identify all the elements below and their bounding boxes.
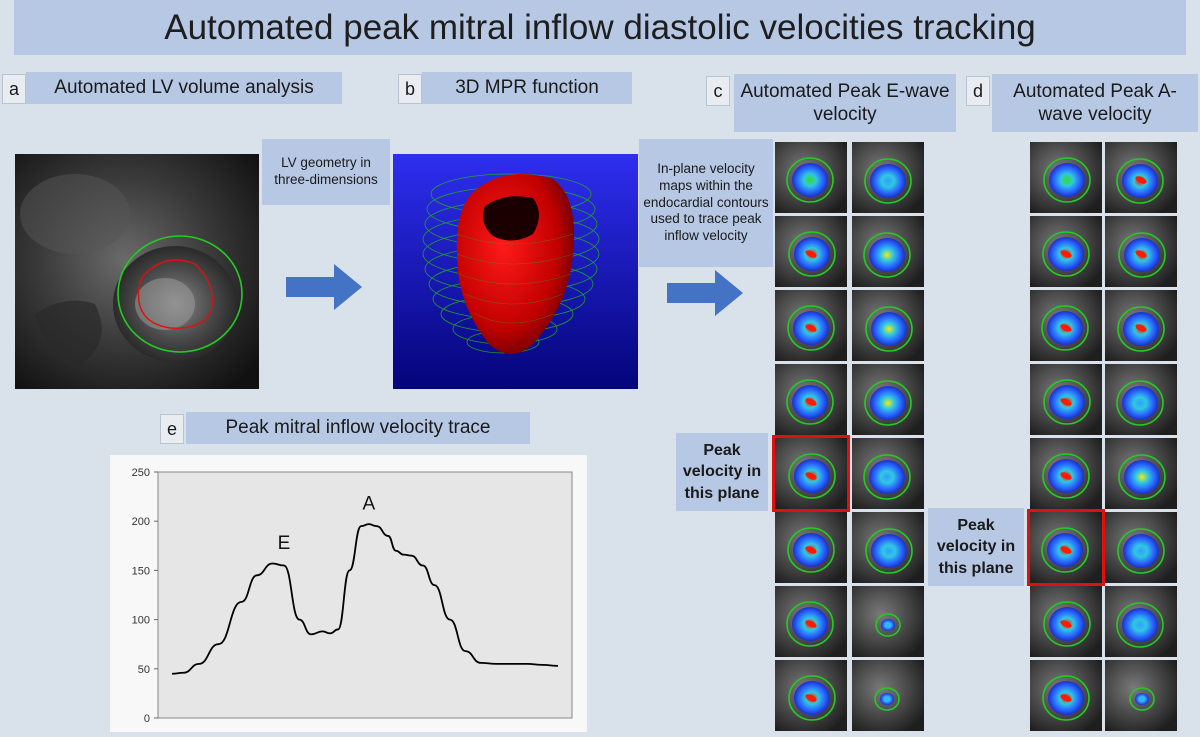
velocity-map-thumbnail — [1030, 216, 1102, 287]
panel-e-letter: e — [160, 414, 184, 444]
chart-svg: 0 50 100 150 200 250 E A — [132, 467, 573, 725]
velocity-map-thumbnail — [852, 660, 924, 731]
velocity-map-thumbnail — [775, 142, 847, 213]
y-tick-label: 100 — [132, 615, 150, 627]
velocity-map-thumbnail — [1030, 586, 1102, 657]
velocity-map-thumbnail — [852, 586, 924, 657]
peak-note-a: Peak velocity in this plane — [928, 508, 1024, 586]
velocity-map-thumbnail — [775, 216, 847, 287]
velocity-map-thumbnail — [775, 512, 847, 583]
geometry-note: LV geometry in three-dimensions — [262, 139, 390, 205]
annotation-e: E — [278, 533, 291, 554]
y-tick-label: 0 — [144, 713, 150, 725]
velocity-map-thumbnail — [775, 290, 847, 361]
velocity-map-thumbnail — [775, 586, 847, 657]
velocity-map-thumbnail — [852, 216, 924, 287]
velocity-map-thumbnail — [1105, 586, 1177, 657]
e-wave-velocity-grid — [772, 142, 925, 732]
panel-e-label: Peak mitral inflow velocity trace — [186, 412, 530, 444]
velocity-map-thumbnail — [1105, 142, 1177, 213]
page-title: Automated peak mitral inflow diastolic v… — [14, 0, 1186, 55]
velocity-trace-chart: 0 50 100 150 200 250 E A — [110, 455, 587, 732]
y-tick-label: 50 — [138, 664, 150, 676]
y-tick-label: 150 — [132, 565, 150, 577]
velocity-series-line — [171, 523, 559, 675]
velocity-map-thumbnail — [1105, 216, 1177, 287]
velocity-map-thumbnail — [1030, 438, 1102, 509]
velocity-map-thumbnail — [1030, 364, 1102, 435]
velocity-map-thumbnail — [852, 142, 924, 213]
panel-d-letter: d — [966, 76, 990, 106]
velocity-map-thumbnail — [1030, 290, 1102, 361]
velocity-map-thumbnail — [852, 438, 924, 509]
lv-mri-image — [15, 154, 259, 389]
velocity-map-thumbnail — [852, 512, 924, 583]
panel-a-letter: a — [2, 74, 26, 104]
velocity-map-thumbnail — [852, 290, 924, 361]
plot-area — [157, 471, 573, 719]
panel-b-letter: b — [398, 74, 422, 104]
annotation-a: A — [363, 493, 376, 514]
velocity-map-thumbnail — [1030, 660, 1102, 731]
velocity-map-thumbnail — [775, 660, 847, 731]
panel-c-label: Automated Peak E-wave velocity — [734, 74, 956, 132]
velocity-map-thumbnail — [1105, 438, 1177, 509]
velocity-map-thumbnail — [1105, 660, 1177, 731]
panel-b-label: 3D MPR function — [422, 72, 632, 104]
velocity-map-thumbnail — [775, 438, 847, 509]
panel-d-label: Automated Peak A-wave velocity — [992, 74, 1198, 132]
velocity-map-thumbnail — [1105, 512, 1177, 583]
inplane-note: In-plane velocity maps within the endoca… — [639, 139, 773, 267]
peak-note-e: Peak velocity in this plane — [676, 433, 768, 511]
velocity-map-thumbnail — [852, 364, 924, 435]
peak-highlight-box — [772, 435, 850, 512]
velocity-map-thumbnail — [1105, 290, 1177, 361]
right-arrow-icon — [665, 268, 745, 318]
right-arrow-icon — [284, 262, 364, 312]
a-wave-velocity-grid — [1027, 142, 1180, 732]
y-tick-label: 250 — [132, 467, 150, 479]
panel-c-letter: c — [706, 76, 730, 106]
velocity-map-thumbnail — [1030, 142, 1102, 213]
panel-a-label: Automated LV volume analysis — [26, 72, 342, 104]
velocity-map-thumbnail — [1030, 512, 1102, 583]
velocity-map-thumbnail — [1105, 364, 1177, 435]
y-tick-label: 200 — [132, 516, 150, 528]
peak-highlight-box — [1027, 509, 1105, 586]
velocity-map-thumbnail — [775, 364, 847, 435]
lv-3d-mesh — [393, 154, 638, 389]
